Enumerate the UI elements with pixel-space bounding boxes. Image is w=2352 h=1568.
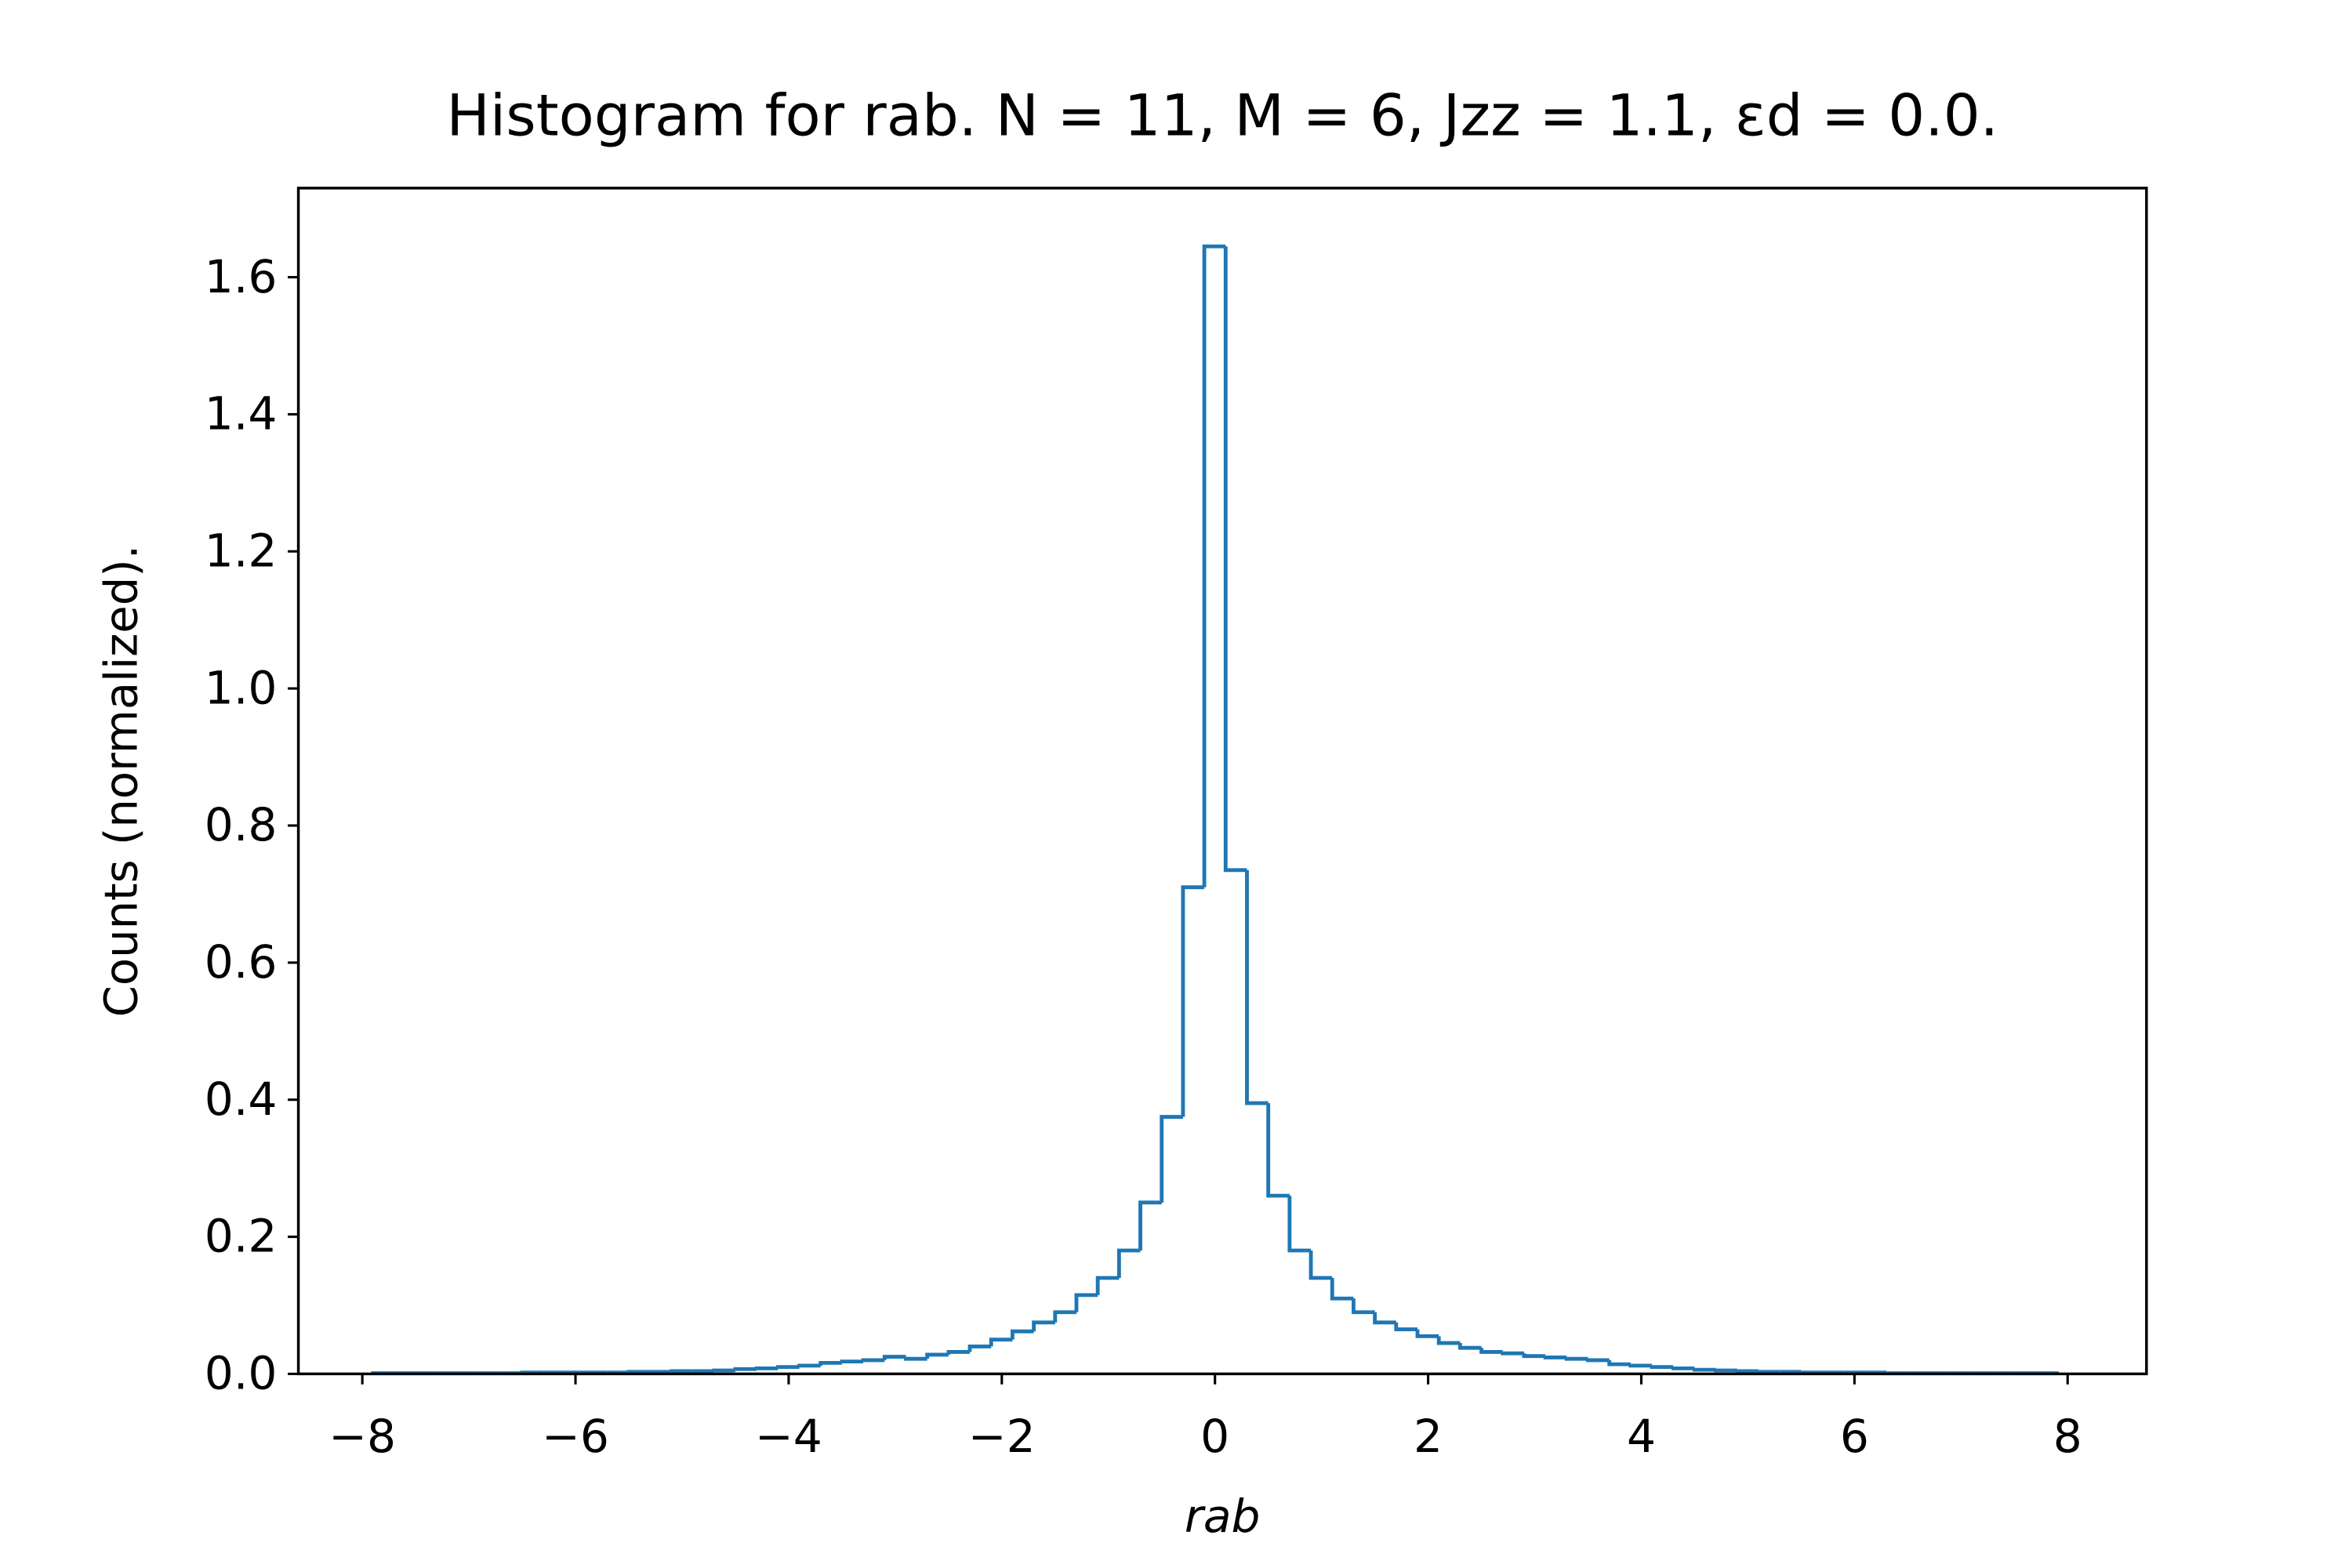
histogram-step: [1436, 1336, 1461, 1345]
x-tick-label: −4: [755, 1410, 822, 1464]
histogram-step: [733, 1367, 757, 1371]
histogram-step: [925, 1352, 949, 1359]
histogram-step: [1586, 1358, 1610, 1363]
histogram-step: [1095, 1276, 1120, 1295]
histogram-step: [989, 1338, 1013, 1347]
histogram-step: [1671, 1367, 1695, 1370]
histogram-step: [1330, 1278, 1354, 1301]
histogram-step: [904, 1356, 927, 1361]
histogram-step: [1798, 1370, 1823, 1375]
histogram-step: [861, 1358, 885, 1363]
y-tick-label: 0.4: [205, 1073, 278, 1126]
histogram-step: [1735, 1369, 1759, 1374]
y-tick-label: 1.2: [205, 524, 278, 578]
histogram-step: [1564, 1356, 1588, 1361]
histogram-step: [1202, 244, 1226, 887]
plot-frame: [296, 187, 2148, 1376]
histogram-step: [967, 1345, 992, 1352]
histogram-step: [1543, 1356, 1567, 1359]
histogram-step: [840, 1359, 864, 1364]
histogram-step: [1010, 1329, 1034, 1340]
chart-title: Histogram for rab. N = 11, M = 6, Jzz = …: [446, 83, 1998, 150]
histogram-step: [1479, 1348, 1503, 1354]
histogram-step: [1266, 1103, 1290, 1198]
y-tick-label: 1.6: [205, 250, 278, 303]
histogram-step: [669, 1369, 693, 1374]
histogram-step: [626, 1370, 651, 1374]
histogram-step: [1650, 1365, 1674, 1370]
y-tick-label: 0.2: [205, 1210, 278, 1263]
histogram-step: [712, 1368, 735, 1373]
y-tick-label: 0.0: [205, 1347, 278, 1400]
x-tick-label: −8: [328, 1410, 396, 1464]
histogram-step: [1628, 1363, 1653, 1368]
histogram-step: [1223, 246, 1247, 873]
histogram-step: [775, 1365, 800, 1370]
x-tick-label: 0: [1200, 1410, 1229, 1464]
histogram-step: [1032, 1320, 1055, 1332]
x-tick-label: 4: [1627, 1410, 1656, 1464]
x-tick-label: −2: [968, 1410, 1036, 1464]
y-tick-label: 0.8: [205, 798, 278, 851]
histogram-step: [1607, 1359, 1631, 1367]
histogram-step: [1457, 1343, 1482, 1350]
histogram-step: [1074, 1293, 1098, 1312]
y-tick-label: 1.0: [205, 662, 278, 715]
histogram-step: [1352, 1298, 1375, 1315]
x-axis-label: rab: [1185, 1490, 1261, 1543]
x-tick-label: 8: [2053, 1410, 2082, 1464]
histogram-step: [1138, 1200, 1162, 1251]
histogram-step: [1756, 1370, 1780, 1374]
histogram-step: [1287, 1196, 1312, 1253]
histogram-step: [882, 1355, 906, 1360]
histogram-step: [946, 1350, 971, 1355]
histogram-step: [1501, 1351, 1524, 1356]
y-tick-label: 0.6: [205, 935, 278, 989]
histogram-step: [1394, 1322, 1418, 1331]
histogram-step: [1693, 1367, 1716, 1372]
histogram-step: [818, 1361, 842, 1366]
histogram-step: [1308, 1250, 1333, 1280]
histogram-step: [1373, 1312, 1396, 1325]
histogram-step: [797, 1363, 821, 1368]
x-tick-label: 6: [1840, 1410, 1869, 1464]
x-tick-label: −6: [542, 1410, 609, 1464]
histogram-step: [1116, 1248, 1141, 1279]
histogram-step: [754, 1367, 779, 1370]
y-axis-label: Counts (normalized).: [94, 545, 147, 1017]
y-tick-label: 1.4: [205, 387, 278, 441]
histogram-step: [1245, 869, 1269, 1105]
histogram-step: [1181, 885, 1205, 1117]
histogram-step: [1053, 1310, 1076, 1323]
histogram-step: [1160, 1115, 1183, 1203]
histogram-step: [1415, 1329, 1439, 1338]
histogram-step: [1522, 1353, 1546, 1359]
x-tick-label: 2: [1414, 1410, 1443, 1464]
